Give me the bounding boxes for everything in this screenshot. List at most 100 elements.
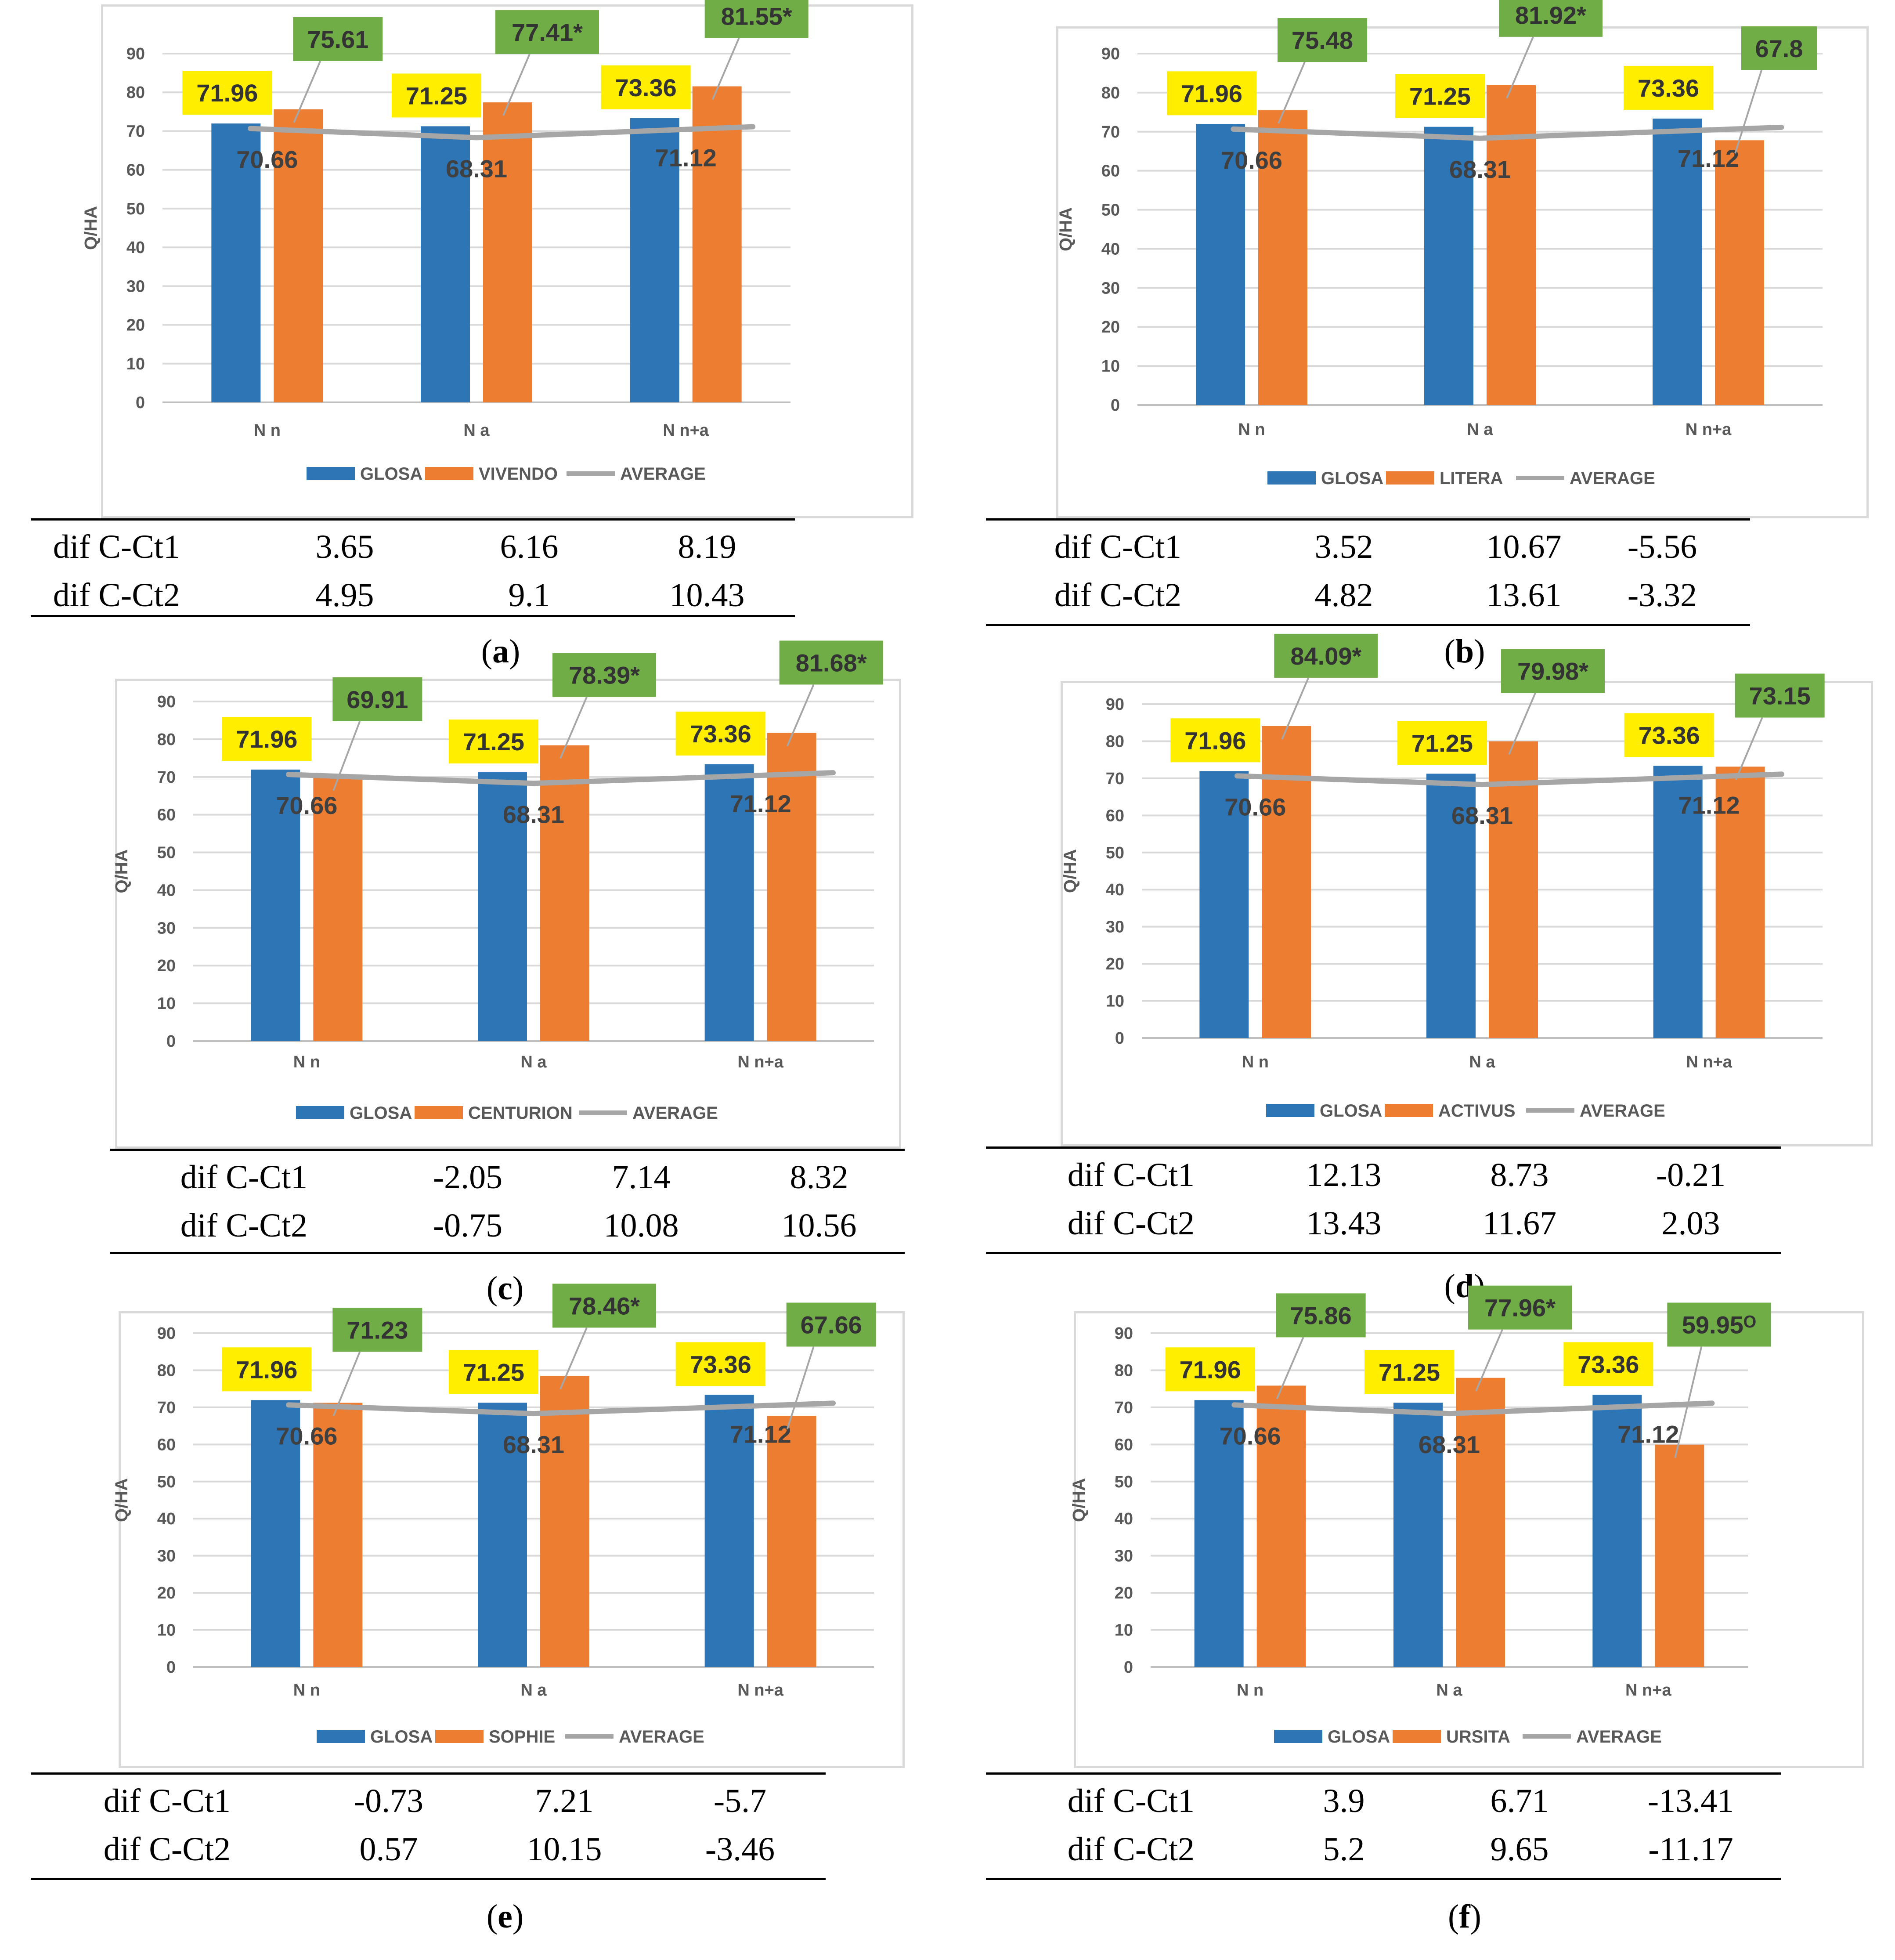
caption-close-paren: ) [1474, 633, 1485, 670]
glosa-data-label-box [1165, 1347, 1255, 1392]
variety-data-label-box [779, 640, 883, 685]
average-data-label: 71.12 [730, 1420, 791, 1448]
y-tick-label: 50 [126, 200, 145, 218]
y-tick-label: 50 [1101, 201, 1120, 220]
y-tick-label: 10 [126, 355, 145, 373]
legend-glosa-swatch [317, 1730, 365, 1743]
caption-letter: f [1459, 1898, 1470, 1935]
glosa-data-label-box [1624, 65, 1713, 110]
glosa-data-label: 71.96 [196, 79, 258, 107]
y-tick-label: 70 [1115, 1399, 1133, 1417]
leader-line [332, 1351, 361, 1417]
y-tick-label: 50 [157, 844, 176, 862]
x-category-label: N n [254, 421, 281, 440]
legend-variety-swatch [435, 1730, 484, 1743]
x-category-label: N a [1436, 1681, 1462, 1700]
y-tick-label: 70 [1106, 770, 1124, 788]
variety-bar [1715, 140, 1764, 405]
table-row: dif C-Ct2 0.57 10.15 -3.46 [31, 1825, 826, 1873]
legend-glosa-swatch [1274, 1730, 1322, 1743]
average-data-label: 68.31 [1419, 1431, 1480, 1458]
table-cell: 10.67 [1486, 528, 1562, 565]
x-category-label: N n [1238, 420, 1265, 439]
glosa-data-label-box [182, 71, 272, 115]
y-tick-label: 40 [1115, 1510, 1133, 1528]
glosa-bar [1424, 127, 1473, 405]
x-category-label: N a [520, 1681, 547, 1700]
table-cell: -3.32 [1627, 577, 1697, 614]
variety-data-label: 78.39* [569, 662, 640, 689]
glosa-data-label-box [449, 1350, 538, 1394]
table-cell: 7.21 [535, 1783, 594, 1819]
x-category-label: N a [1469, 1053, 1495, 1071]
variety-bar [1258, 110, 1307, 405]
x-category-label: N a [463, 421, 490, 440]
y-axis-label: Q/HA [1061, 849, 1080, 893]
variety-data-label: 69.91 [347, 686, 408, 713]
average-data-label: 68.31 [1451, 802, 1513, 829]
caption-open-paren: ( [486, 1898, 498, 1935]
average-data-label: 70.66 [236, 146, 298, 174]
glosa-data-label: 73.36 [690, 1351, 751, 1378]
average-line [1231, 1400, 1715, 1417]
table-cell: 6.16 [500, 528, 559, 565]
y-tick-label: 0 [1124, 1658, 1133, 1677]
variety-data-label-box [1468, 1285, 1572, 1330]
variety-data-label-box [332, 1308, 422, 1352]
caption-open-paren: ( [486, 1270, 498, 1307]
glosa-bar [478, 1403, 527, 1667]
table-cell: -0.75 [433, 1207, 503, 1244]
legend-glosa-swatch [1267, 471, 1316, 485]
y-tick-label: 90 [1101, 45, 1120, 63]
variety-bar [692, 86, 742, 402]
glosa-data-label: 73.36 [1639, 722, 1700, 749]
leader-line [1475, 1329, 1503, 1392]
y-tick-label: 70 [126, 122, 145, 141]
panel-caption: (b) [1421, 633, 1509, 671]
leader-line [502, 54, 531, 116]
legend-label: GLOSA [350, 1103, 412, 1123]
leader-line [559, 1327, 588, 1390]
glosa-data-label: 73.36 [690, 720, 751, 748]
y-tick-label: 80 [126, 83, 145, 102]
x-category-label: N n+a [737, 1681, 783, 1700]
x-category-label: N n+a [1625, 1681, 1671, 1700]
y-tick-label: 80 [157, 730, 176, 749]
table-row: dif C-Ct2 5.2 9.65 -11.17 [986, 1825, 1781, 1873]
table-row: dif C-Ct1 -2.05 7.14 8.32 [110, 1153, 905, 1201]
variety-data-label-box [1499, 0, 1603, 37]
caption-close-paren: ) [512, 1898, 524, 1935]
table-cell: -13.41 [1647, 1783, 1734, 1819]
variety-data-label-box [1667, 1302, 1771, 1347]
table-cell: 4.95 [315, 577, 374, 614]
x-category-label: N n [1242, 1053, 1269, 1071]
glosa-data-label-box [222, 1347, 312, 1392]
glosa-data-label: 73.36 [1638, 74, 1699, 102]
variety-bar [483, 102, 532, 402]
glosa-bar [1653, 766, 1703, 1038]
variety-data-label: 81.55* [721, 3, 792, 30]
glosa-data-label: 71.25 [463, 1358, 524, 1386]
table-cell: -2.05 [433, 1159, 503, 1196]
variety-bar [1489, 741, 1538, 1038]
caption-open-paren: ( [1444, 1268, 1455, 1305]
caption-open-paren: ( [1448, 1898, 1459, 1935]
table-cell: -3.46 [705, 1831, 775, 1868]
caption-open-paren: ( [481, 633, 492, 670]
y-tick-label: 30 [157, 1547, 176, 1566]
legend-label: GLOSA [360, 464, 422, 484]
y-axis-label: Q/HA [1056, 207, 1076, 251]
x-category-label: N n+a [1686, 420, 1732, 439]
glosa-data-label-box [1364, 1350, 1454, 1394]
glosa-data-label-box [601, 65, 691, 109]
y-tick-label: 20 [1101, 318, 1120, 336]
average-data-label: 68.31 [1449, 155, 1511, 183]
y-tick-label: 60 [1101, 162, 1120, 181]
table-cell: 9.65 [1490, 1831, 1549, 1868]
table-row-label: dif C-Ct2 [1054, 577, 1181, 614]
table-cell: -5.56 [1627, 528, 1697, 565]
table-row-label: dif C-Ct1 [53, 528, 180, 565]
y-tick-label: 70 [1101, 123, 1120, 141]
glosa-data-label: 71.25 [406, 82, 467, 109]
